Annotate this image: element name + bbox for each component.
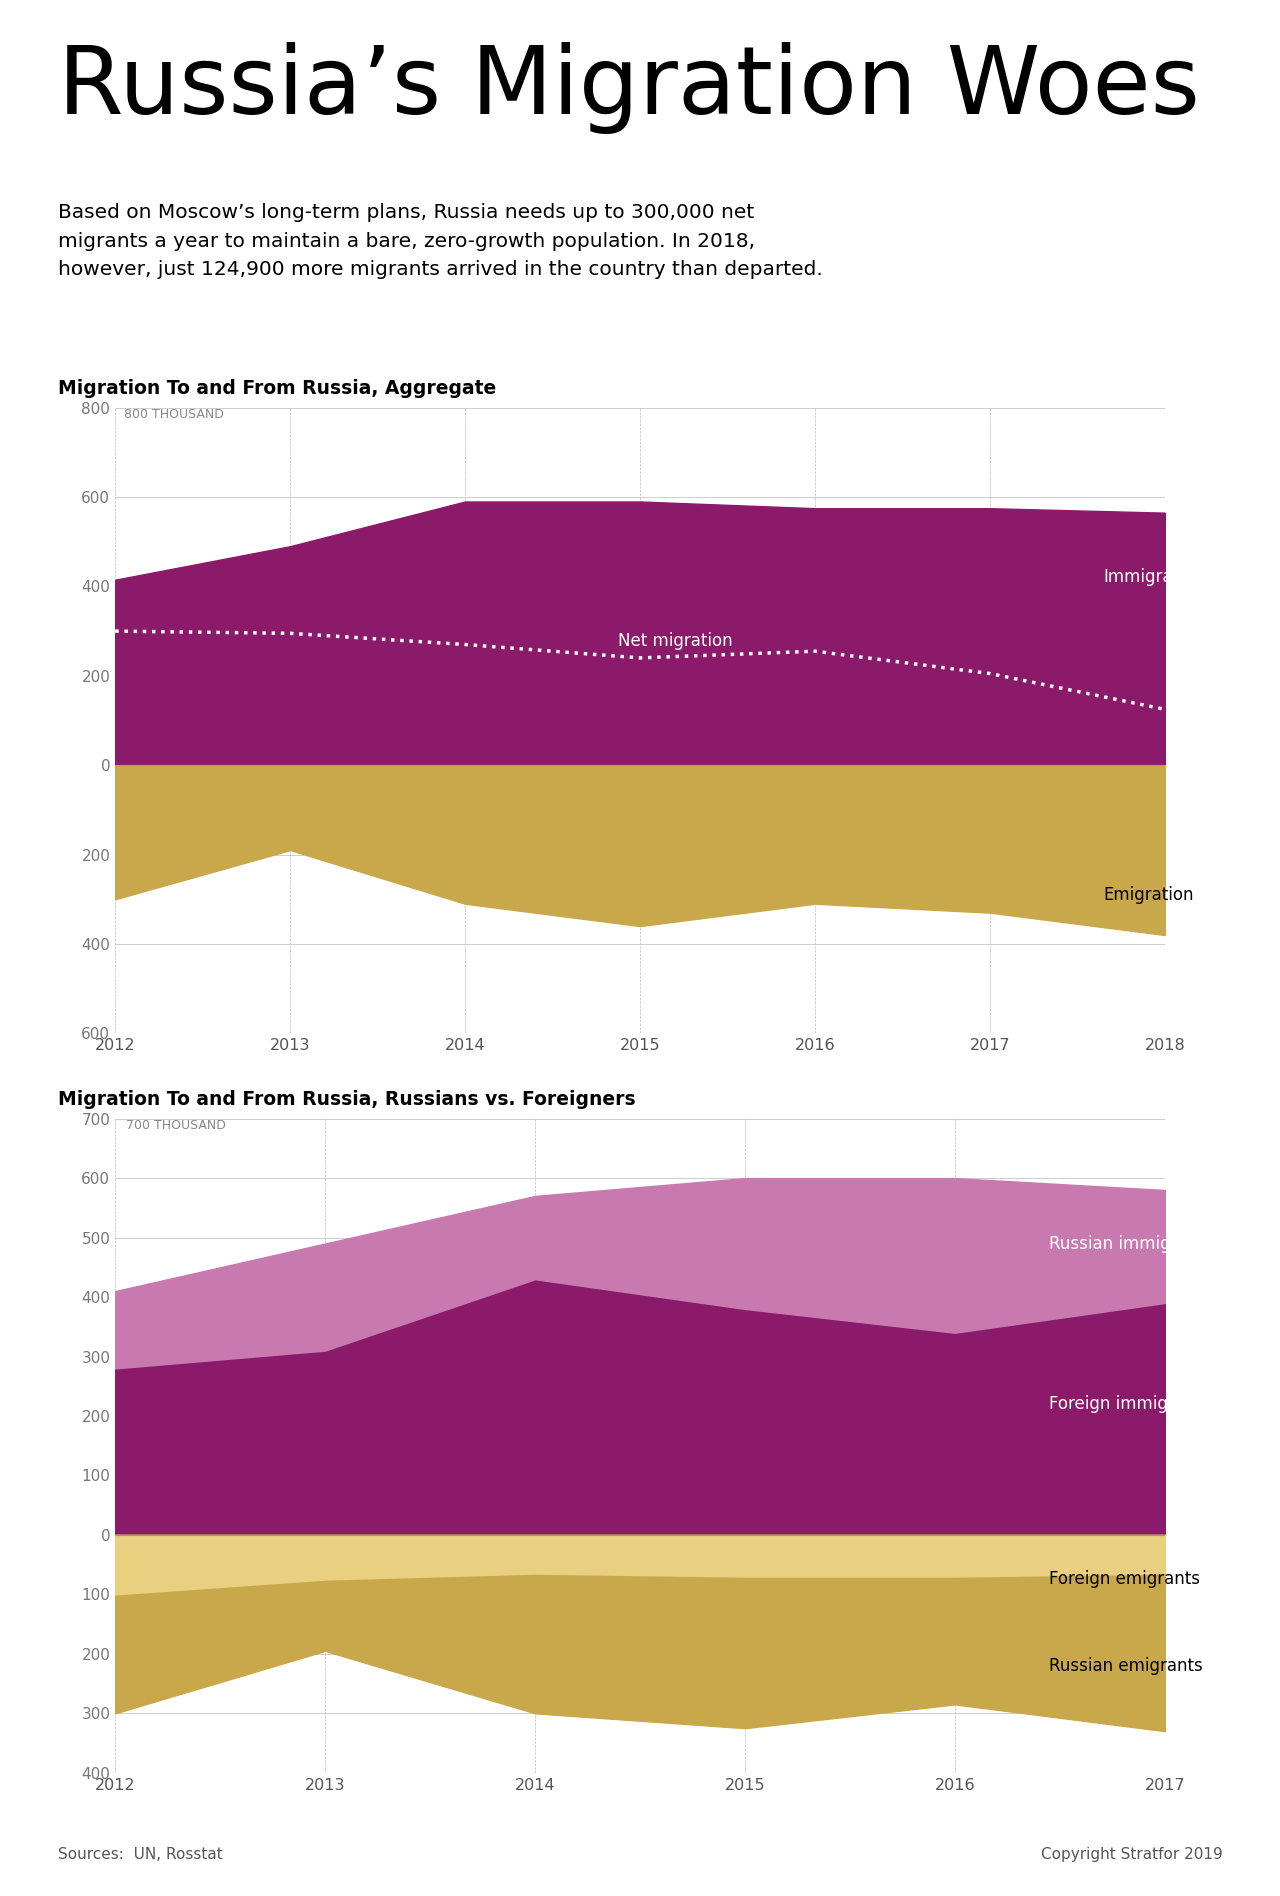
Text: Based on Moscow’s long-term plans, Russia needs up to 300,000 net
migrants a yea: Based on Moscow’s long-term plans, Russi… xyxy=(58,203,822,279)
Text: Foreign emigrants: Foreign emigrants xyxy=(1050,1570,1201,1589)
Text: Net migration: Net migration xyxy=(618,631,732,650)
Text: Immigration: Immigration xyxy=(1103,569,1204,586)
Text: Russia’s Migration Woes: Russia’s Migration Woes xyxy=(58,42,1199,135)
Text: Sources:  UN, Rosstat: Sources: UN, Rosstat xyxy=(58,1847,223,1862)
Text: Migration To and From Russia, Aggregate: Migration To and From Russia, Aggregate xyxy=(58,379,495,398)
Text: Emigration: Emigration xyxy=(1103,885,1194,904)
Text: Foreign immigrants: Foreign immigrants xyxy=(1050,1395,1211,1413)
Text: Russian immigrants: Russian immigrants xyxy=(1050,1234,1213,1253)
Text: Copyright Stratfor 2019: Copyright Stratfor 2019 xyxy=(1041,1847,1222,1862)
Text: 800 THOUSAND: 800 THOUSAND xyxy=(124,408,224,421)
Text: Russian emigrants: Russian emigrants xyxy=(1050,1657,1203,1674)
Text: Migration To and From Russia, Russians vs. Foreigners: Migration To and From Russia, Russians v… xyxy=(58,1090,635,1109)
Text: 700 THOUSAND: 700 THOUSAND xyxy=(125,1119,225,1132)
